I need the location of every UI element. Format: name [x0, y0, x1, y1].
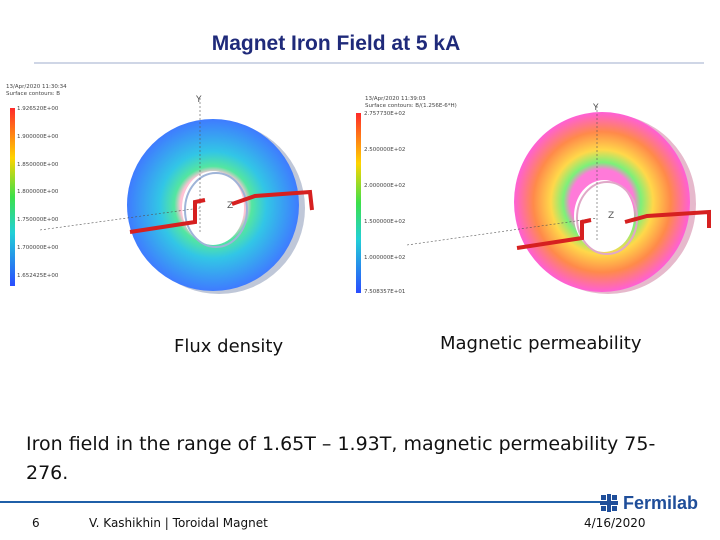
left-legend-value: 1.750000E+00 — [17, 217, 59, 223]
permeability-panel: Y Z 13/Apr/2020 11:39:03 Surface contour… — [357, 80, 712, 300]
right-legend-value: 7.508357E+01 — [364, 289, 406, 295]
flux-density-panel: 13/Apr/2020 11:30:34 Surface contours: B… — [0, 80, 355, 300]
left-legend-value: 1.652425E+00 — [17, 273, 59, 279]
right-color-scale — [356, 113, 361, 293]
right-legend-value: 2.000000E+02 — [364, 183, 406, 189]
right-legend-value: 1.000000E+02 — [364, 255, 406, 261]
title-rule — [34, 62, 704, 64]
right-legend-value: 2.757730E+02 — [364, 111, 406, 117]
left-legend-value: 1.926520E+00 — [17, 106, 59, 112]
page-number: 6 — [32, 516, 40, 530]
right-legend-value: 2.500000E+02 — [364, 147, 406, 153]
footer-rule — [0, 501, 600, 503]
left-legend-value: 1.850000E+00 — [17, 162, 59, 168]
left-legend-value: 1.800000E+00 — [17, 189, 59, 195]
slide-title: Magnet Iron Field at 5 kA — [211, 32, 461, 55]
svg-text:Y: Y — [195, 95, 202, 105]
flux-density-caption: Flux density — [174, 336, 284, 357]
fermilab-logo-icon — [598, 492, 620, 514]
svg-text:Z: Z — [227, 201, 233, 211]
left-legend-value: 1.700000E+00 — [17, 245, 59, 251]
svg-text:Z: Z — [608, 211, 614, 221]
permeability-caption: Magnetic permeability — [440, 333, 642, 354]
footer-date: 4/16/2020 — [584, 516, 646, 530]
fermilab-logo-text: Fermilab — [623, 492, 699, 513]
left-timestamp: 13/Apr/2020 11:30:34 — [6, 84, 67, 90]
left-legend-title: Surface contours: B — [6, 91, 61, 97]
right-legend-value: 1.500000E+02 — [364, 219, 406, 225]
fermilab-logo: Fermilab — [598, 491, 710, 515]
left-legend-value: 1.900000E+00 — [17, 134, 59, 140]
body-text: Iron field in the range of 1.65T – 1.93T… — [26, 433, 656, 484]
svg-text:Y: Y — [592, 103, 599, 113]
right-timestamp: 13/Apr/2020 11:39:03 — [365, 96, 426, 102]
footer-author: V. Kashikhin | Toroidal Magnet — [89, 516, 268, 530]
right-legend-title: Surface contours: B/(1.256E-6*H) — [365, 103, 457, 109]
flux-density-toroid-image: Y Z — [39, 95, 314, 294]
permeability-toroid-image: Y Z — [406, 103, 711, 294]
left-color-scale — [10, 108, 15, 286]
